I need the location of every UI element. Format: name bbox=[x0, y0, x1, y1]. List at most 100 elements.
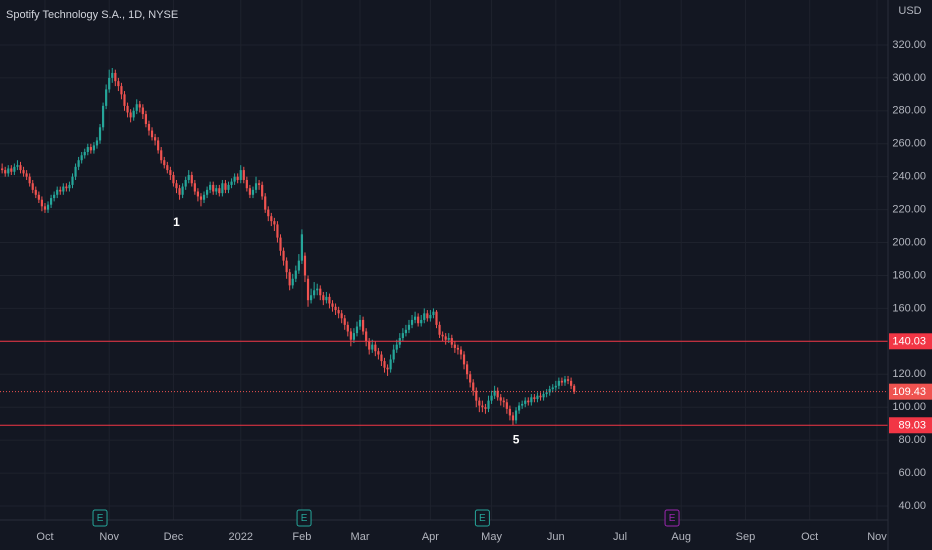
candle-body bbox=[383, 361, 386, 368]
y-tick-label: 180.00 bbox=[892, 269, 926, 281]
candle-body bbox=[163, 160, 166, 166]
y-tick-label: 160.00 bbox=[892, 302, 926, 314]
grid bbox=[0, 0, 888, 520]
x-tick-label: Dec bbox=[164, 531, 184, 543]
candle-body bbox=[533, 397, 536, 399]
candle-body bbox=[514, 410, 518, 421]
candle-body bbox=[251, 189, 255, 195]
candle-body bbox=[92, 145, 96, 151]
candle-body bbox=[536, 395, 539, 399]
candle-body bbox=[539, 395, 542, 398]
candle-body bbox=[4, 170, 7, 174]
candle-body bbox=[132, 110, 135, 118]
candle-body bbox=[25, 173, 28, 177]
candle-body bbox=[560, 380, 564, 383]
candle-body bbox=[309, 295, 313, 301]
candle-body bbox=[71, 176, 74, 185]
candle-body bbox=[80, 155, 83, 161]
candle-body bbox=[43, 206, 47, 210]
candle-body bbox=[352, 333, 356, 340]
plot bbox=[0, 68, 888, 426]
candle-body bbox=[65, 186, 68, 189]
candle-body bbox=[554, 385, 557, 388]
y-tick-label: 40.00 bbox=[898, 500, 926, 512]
y-tick-label: 240.00 bbox=[892, 171, 926, 183]
candle-body bbox=[193, 183, 196, 192]
candle-body bbox=[313, 290, 316, 296]
price-label: 140.03 bbox=[892, 336, 926, 348]
y-tick-label: 60.00 bbox=[898, 467, 926, 479]
price-label: 89.03 bbox=[898, 420, 926, 432]
candle-body bbox=[105, 89, 108, 106]
candle-body bbox=[89, 147, 92, 151]
candle-body bbox=[426, 313, 429, 319]
candle-body bbox=[371, 344, 374, 350]
candle-body bbox=[505, 402, 508, 409]
candle-body bbox=[218, 188, 221, 194]
candle-body bbox=[322, 295, 325, 301]
candle-body bbox=[456, 347, 460, 350]
candle-body bbox=[236, 176, 239, 180]
wave-label: 1 bbox=[173, 215, 180, 229]
candle-body bbox=[291, 278, 294, 286]
x-tick-label: Oct bbox=[36, 531, 53, 543]
candle-body bbox=[261, 184, 264, 197]
earnings-label: E bbox=[479, 513, 486, 524]
candle-body bbox=[328, 296, 331, 304]
candle-body bbox=[13, 166, 16, 172]
candle-body bbox=[270, 216, 273, 222]
candle-body bbox=[209, 184, 212, 190]
candle-body bbox=[386, 367, 389, 370]
candle-body bbox=[490, 395, 493, 401]
candle-body bbox=[242, 170, 245, 180]
price-label: 109.43 bbox=[892, 386, 926, 398]
candle-body bbox=[184, 179, 187, 187]
candle-body bbox=[469, 374, 472, 383]
candle-body bbox=[432, 311, 435, 315]
candle-body bbox=[248, 188, 252, 195]
candle-body bbox=[273, 221, 276, 225]
candle-body bbox=[288, 272, 291, 286]
candle-body bbox=[545, 392, 548, 395]
candle-body bbox=[157, 140, 160, 151]
candle-body bbox=[98, 127, 102, 141]
candle-body bbox=[77, 160, 80, 167]
candle-body bbox=[392, 349, 395, 360]
candle-body bbox=[62, 186, 65, 192]
x-tick-label: 2022 bbox=[228, 531, 252, 543]
chart-title: Spotify Technology S.A., 1D, NYSE bbox=[6, 9, 178, 21]
candle-body bbox=[340, 313, 343, 319]
y-tick-label: 280.00 bbox=[892, 105, 926, 117]
y-tick-label: 300.00 bbox=[892, 72, 926, 84]
candle-body bbox=[306, 278, 310, 301]
candle-body bbox=[46, 204, 50, 210]
candle-body bbox=[196, 191, 200, 197]
candle-body bbox=[462, 354, 466, 365]
candle-body bbox=[404, 329, 408, 334]
candle-body bbox=[120, 86, 123, 95]
candle-body bbox=[239, 170, 242, 180]
x-tick-label: Nov bbox=[867, 531, 887, 543]
candle-body bbox=[123, 94, 126, 106]
wave-label: 5 bbox=[513, 432, 520, 446]
candle-body bbox=[1, 168, 4, 171]
candle-body bbox=[254, 183, 258, 190]
candle-body bbox=[49, 198, 53, 205]
candle-body bbox=[187, 175, 190, 180]
candle-body bbox=[303, 255, 307, 276]
candle-body bbox=[358, 319, 362, 327]
earnings-marker bbox=[664, 509, 680, 527]
candle-body bbox=[169, 170, 172, 176]
candle-body bbox=[114, 72, 117, 82]
candle-body bbox=[126, 105, 129, 113]
candle-body bbox=[569, 380, 573, 386]
candle-body bbox=[521, 403, 524, 406]
candle-body bbox=[517, 405, 521, 411]
candle-body bbox=[346, 324, 349, 332]
candle-body bbox=[74, 166, 77, 177]
earnings-label: E bbox=[97, 513, 104, 524]
candle-body bbox=[355, 326, 359, 334]
x-tick-label: Sep bbox=[736, 531, 756, 543]
y-tick-label: 260.00 bbox=[892, 138, 926, 150]
